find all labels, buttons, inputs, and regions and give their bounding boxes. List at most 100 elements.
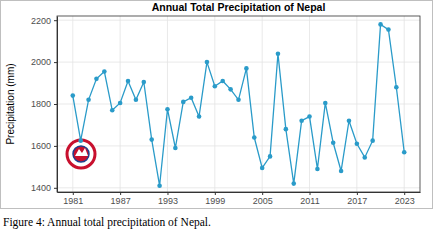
point: [142, 80, 147, 85]
tick-mark: [73, 192, 74, 195]
grid-line-x: [214, 16, 215, 192]
point: [268, 154, 273, 159]
tick-label: 2200: [31, 16, 51, 26]
grid: [57, 16, 420, 192]
tick-mark: [120, 192, 121, 195]
point: [134, 98, 139, 103]
point: [126, 79, 131, 84]
grid-line-x: [167, 16, 168, 192]
tick-mark: [54, 188, 57, 189]
point: [228, 87, 233, 92]
point: [386, 27, 391, 32]
tick-mark: [262, 192, 263, 195]
tick: 1800: [31, 99, 57, 109]
plot-frame: [57, 16, 420, 192]
tick: 1981: [63, 192, 83, 206]
axis-line: [58, 192, 421, 193]
point: [378, 22, 383, 27]
point: [252, 135, 257, 140]
point: [370, 138, 375, 143]
figure-frame: [1, 1, 433, 209]
point: [149, 137, 154, 142]
tick: 2017: [347, 192, 367, 206]
tick-label: 2000: [31, 57, 51, 67]
point: [291, 181, 296, 186]
point: [394, 85, 399, 90]
axis-line: [57, 17, 58, 193]
tick-mark: [54, 62, 57, 63]
point: [78, 138, 83, 143]
tick-mark: [54, 20, 57, 21]
emblem: [67, 140, 95, 168]
title: Annual Total Precipitation of Nepal: [152, 1, 326, 13]
point: [315, 167, 320, 172]
emblem-mountain: [75, 148, 88, 156]
tick: 2011: [300, 192, 319, 206]
marks: [70, 22, 406, 188]
tick-mark: [54, 104, 57, 105]
grid-line-y: [57, 20, 420, 21]
point: [157, 183, 162, 188]
tick-label: 2011: [300, 196, 319, 206]
tick: 2000: [31, 57, 57, 67]
point: [181, 100, 186, 105]
point: [173, 146, 178, 151]
point: [213, 84, 218, 89]
point: [220, 79, 225, 84]
tick-label: 2017: [347, 196, 367, 206]
emblem-ring: [67, 140, 95, 168]
point: [86, 98, 91, 103]
point: [323, 101, 328, 106]
tick: 1400: [31, 183, 57, 193]
tick-label: 2005: [253, 196, 273, 206]
tick-mark: [215, 192, 216, 195]
point: [339, 169, 344, 174]
point: [284, 127, 289, 132]
point: [110, 108, 115, 113]
tick-mark: [404, 192, 405, 195]
chart: 1400160018002000220019811987199319992005…: [0, 0, 433, 235]
tick-mark: [357, 192, 358, 195]
grid-line-x: [356, 16, 357, 192]
grid-line-y: [57, 145, 420, 146]
tick-label: 1400: [31, 183, 51, 193]
x-axis: 19811987199319992005201120172023: [58, 192, 421, 206]
point: [118, 101, 123, 106]
series-line: [73, 24, 404, 185]
y-axis-title: Precipitation (mm): [5, 63, 16, 144]
point: [236, 98, 241, 103]
point: [299, 118, 304, 123]
tick: 1993: [158, 192, 178, 206]
point: [355, 142, 360, 147]
tick-label: 1987: [111, 196, 131, 206]
emblem-center: [73, 146, 89, 162]
point: [165, 107, 170, 112]
point: [260, 166, 265, 171]
point: [70, 93, 75, 98]
point: [331, 140, 336, 145]
point: [102, 69, 107, 74]
tick-mark: [310, 192, 311, 195]
tick-label: 2023: [395, 196, 415, 206]
grid-line-y: [57, 62, 420, 63]
point: [197, 114, 202, 119]
tick: 2023: [395, 192, 415, 206]
point: [189, 95, 194, 100]
grid-line-x: [309, 16, 310, 192]
tick: 2005: [253, 192, 273, 206]
tick-label: 1600: [31, 141, 51, 151]
tick-label: 1981: [63, 196, 83, 206]
point: [402, 150, 407, 155]
tick: 1600: [31, 141, 57, 151]
point: [276, 51, 281, 56]
y-axis: 1400 1600 1800 2000 2200: [31, 16, 58, 194]
point: [205, 60, 210, 65]
caption: Figure 4: Annual total precipitation of …: [3, 216, 211, 229]
point: [362, 155, 367, 160]
point: [307, 114, 312, 119]
tick-mark: [54, 146, 57, 147]
grid-line-y: [57, 187, 420, 188]
point: [347, 118, 352, 123]
point: [94, 77, 99, 82]
point: [244, 66, 249, 71]
